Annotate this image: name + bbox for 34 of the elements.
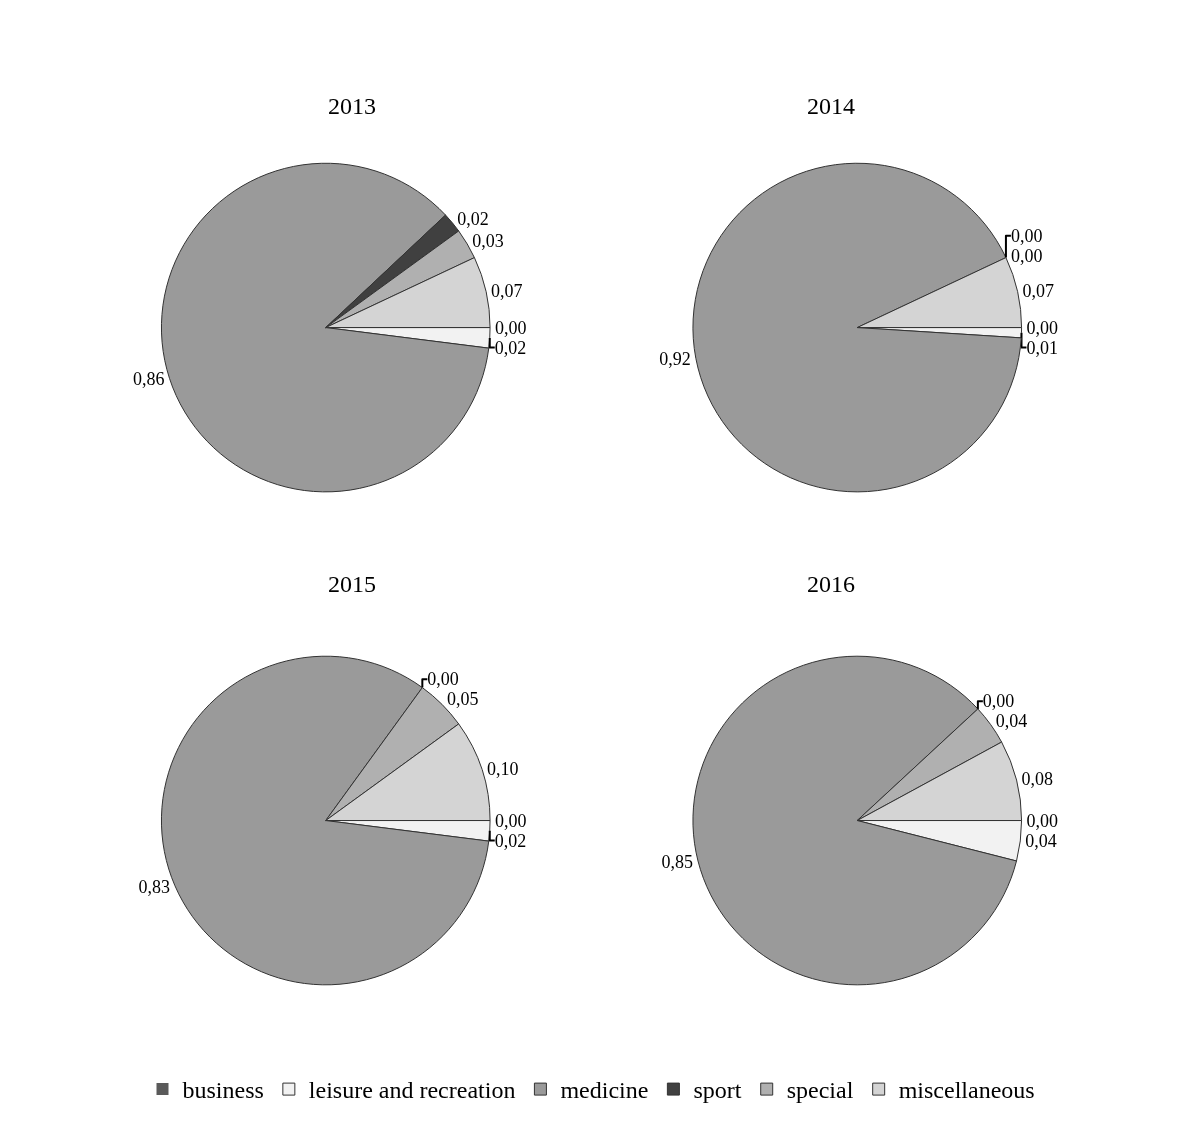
- data-label: 0,04: [1025, 831, 1057, 852]
- data-label: 0,85: [661, 851, 693, 872]
- legend-label: medicine: [560, 1077, 649, 1104]
- legend-label: business: [182, 1077, 264, 1104]
- data-label: 0,02: [494, 830, 527, 851]
- data-label: 0,83: [138, 877, 170, 898]
- data-label: 0,01: [1026, 337, 1058, 358]
- text: 0,00: [1010, 245, 1043, 266]
- chart-title: 2015: [328, 571, 376, 597]
- legend-label: special: [786, 1077, 854, 1104]
- legend-label: leisure and recreation: [308, 1077, 516, 1104]
- text: 0,00: [982, 691, 1015, 712]
- legend-label: miscellaneous: [898, 1077, 1035, 1104]
- text: 0,00: [495, 317, 527, 338]
- data-label: 0,05: [446, 689, 479, 710]
- text: 0,00: [1026, 317, 1059, 338]
- data-label: 0,86: [132, 369, 165, 390]
- text: 0,00: [1010, 225, 1043, 246]
- data-label: 0,10: [487, 758, 519, 779]
- data-label: 0,04: [995, 711, 1028, 732]
- data-label: 0,02: [494, 337, 527, 358]
- text: 0,00: [427, 669, 459, 690]
- chart-title: 2013: [328, 93, 376, 119]
- text: 0,00: [1026, 810, 1059, 831]
- data-label: 0,07: [1022, 281, 1055, 302]
- data-label: 0,02: [457, 208, 489, 229]
- data-label: 0,92: [659, 348, 691, 369]
- legend-label: sport: [693, 1077, 742, 1104]
- chart-title: 2014: [807, 93, 855, 119]
- chart-title: 2016: [807, 571, 855, 597]
- data-label: 0,08: [1021, 769, 1054, 790]
- data-label: 0,03: [472, 231, 504, 252]
- data-label: 0,07: [491, 281, 523, 302]
- text: 0,00: [495, 810, 527, 831]
